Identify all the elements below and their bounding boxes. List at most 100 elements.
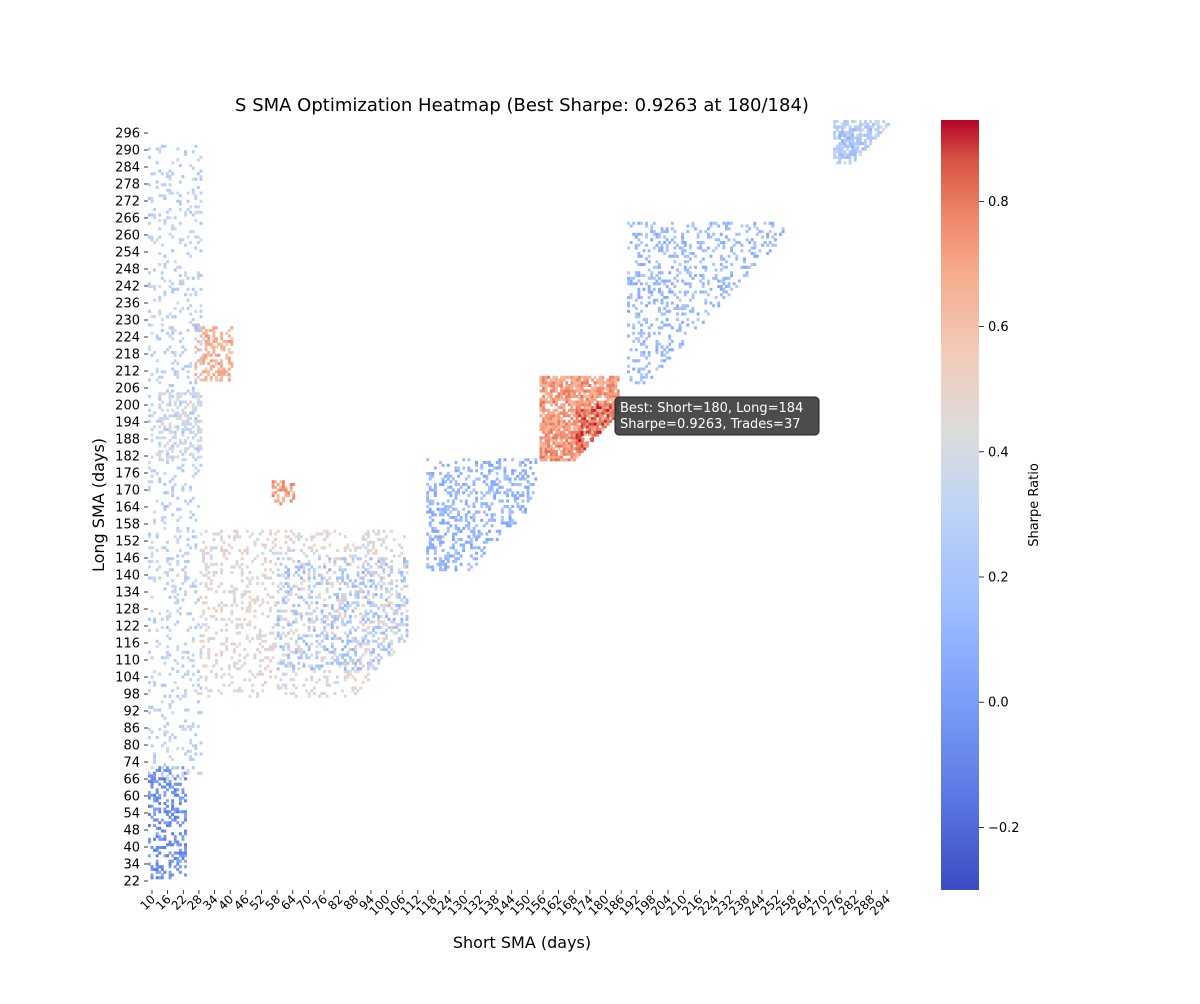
- heatmap-cell: [439, 461, 442, 465]
- heatmap-cell: [191, 653, 195, 657]
- heatmap-cell: [194, 345, 198, 349]
- heatmap-cell: [467, 474, 471, 478]
- heatmap-cell: [341, 689, 345, 693]
- heatmap-cell: [184, 851, 187, 855]
- heatmap-cell: [207, 351, 211, 355]
- heatmap-cell: [155, 870, 159, 874]
- heatmap-cell: [356, 557, 360, 561]
- heatmap-cell: [439, 472, 442, 476]
- heatmap-cell: [274, 637, 278, 641]
- heatmap-cell: [575, 414, 579, 418]
- heatmap-cell: [567, 458, 571, 462]
- heatmap-cell: [181, 656, 185, 660]
- heatmap-cell: [153, 807, 157, 811]
- heatmap-cell: [284, 565, 288, 569]
- heatmap-cell: [356, 590, 360, 594]
- heatmap-cell: [196, 771, 200, 775]
- heatmap-cell: [194, 518, 198, 522]
- heatmap-cell: [670, 238, 674, 242]
- heatmap-cell: [755, 254, 759, 258]
- heatmap-cell: [472, 505, 476, 509]
- heatmap-cell: [387, 617, 391, 621]
- heatmap-cell: [472, 527, 476, 531]
- heatmap-cell: [753, 246, 757, 250]
- heatmap-cell: [225, 648, 229, 652]
- heatmap-cell: [403, 565, 406, 569]
- heatmap-cell: [580, 417, 584, 421]
- heatmap-cell: [609, 397, 612, 401]
- heatmap-cell: [668, 337, 672, 341]
- heatmap-cell: [307, 634, 311, 638]
- heatmap-cell: [212, 637, 216, 641]
- heatmap-cell: [150, 609, 154, 613]
- heatmap-cell: [212, 573, 216, 577]
- heatmap-cell: [567, 430, 571, 434]
- heatmap-cell: [573, 403, 576, 407]
- heatmap-cell: [361, 615, 365, 619]
- heatmap-cell: [279, 609, 283, 613]
- heatmap-cell: [521, 505, 525, 509]
- heatmap-cell: [714, 276, 718, 280]
- heatmap-cell: [673, 246, 677, 250]
- heatmap-cell: [171, 758, 175, 762]
- heatmap-cell: [500, 485, 504, 489]
- heatmap-cell: [446, 499, 450, 503]
- heatmap-cell: [148, 532, 151, 536]
- heatmap-cell: [521, 477, 525, 481]
- heatmap-cell: [153, 617, 157, 621]
- heatmap-cell: [361, 571, 365, 575]
- heatmap-cell: [196, 455, 200, 459]
- heatmap-cell: [426, 494, 430, 498]
- heatmap-cell: [220, 337, 223, 341]
- heatmap-cell: [176, 782, 180, 786]
- heatmap-cell: [596, 411, 600, 415]
- heatmap-cell: [549, 458, 553, 462]
- heatmap-cell: [163, 835, 167, 839]
- heatmap-cell: [318, 667, 321, 671]
- heatmap-cell: [691, 293, 695, 297]
- heatmap-cell: [199, 428, 203, 432]
- heatmap-cell: [204, 664, 208, 668]
- heatmap-cell: [297, 538, 301, 542]
- heatmap-cell: [469, 554, 473, 558]
- heatmap-cell: [158, 252, 162, 256]
- heatmap-cell: [387, 573, 391, 577]
- heatmap-cell: [178, 796, 182, 800]
- heatmap-cell: [851, 120, 855, 124]
- heatmap-cell: [629, 282, 633, 286]
- heatmap-cell: [351, 659, 355, 663]
- heatmap-cell: [173, 433, 177, 437]
- heatmap-cell: [227, 535, 231, 539]
- heatmap-cell: [637, 367, 641, 371]
- heatmap-cell: [557, 447, 561, 451]
- heatmap-cell: [209, 329, 213, 333]
- heatmap-cell: [220, 538, 223, 542]
- heatmap-cell: [325, 683, 329, 687]
- heatmap-cell: [258, 664, 262, 668]
- heatmap-cell: [585, 419, 589, 423]
- heatmap-cell: [485, 540, 489, 544]
- heatmap-cell: [838, 155, 842, 159]
- heatmap-cell: [629, 375, 633, 379]
- heatmap-cell: [191, 725, 195, 729]
- heatmap-cell: [632, 323, 636, 327]
- heatmap-cell: [606, 417, 610, 421]
- heatmap-cell: [431, 527, 435, 531]
- heatmap-cell: [390, 593, 394, 597]
- heatmap-cell: [230, 362, 234, 366]
- heatmap-cell: [573, 375, 576, 379]
- heatmap-cell: [173, 455, 177, 459]
- heatmap-cell: [194, 293, 198, 297]
- heatmap-cell: [596, 425, 600, 429]
- heatmap-cell: [284, 540, 288, 544]
- heatmap-cell: [225, 557, 229, 561]
- heatmap-cell: [173, 736, 177, 740]
- heatmap-cell: [214, 571, 218, 575]
- heatmap-cell: [176, 301, 180, 305]
- heatmap-cell: [384, 612, 388, 616]
- heatmap-cell: [570, 384, 574, 388]
- heatmap-cell: [583, 411, 587, 415]
- heatmap-cell: [565, 386, 569, 390]
- heatmap-cell: [196, 397, 200, 401]
- heatmap-cell: [668, 356, 672, 360]
